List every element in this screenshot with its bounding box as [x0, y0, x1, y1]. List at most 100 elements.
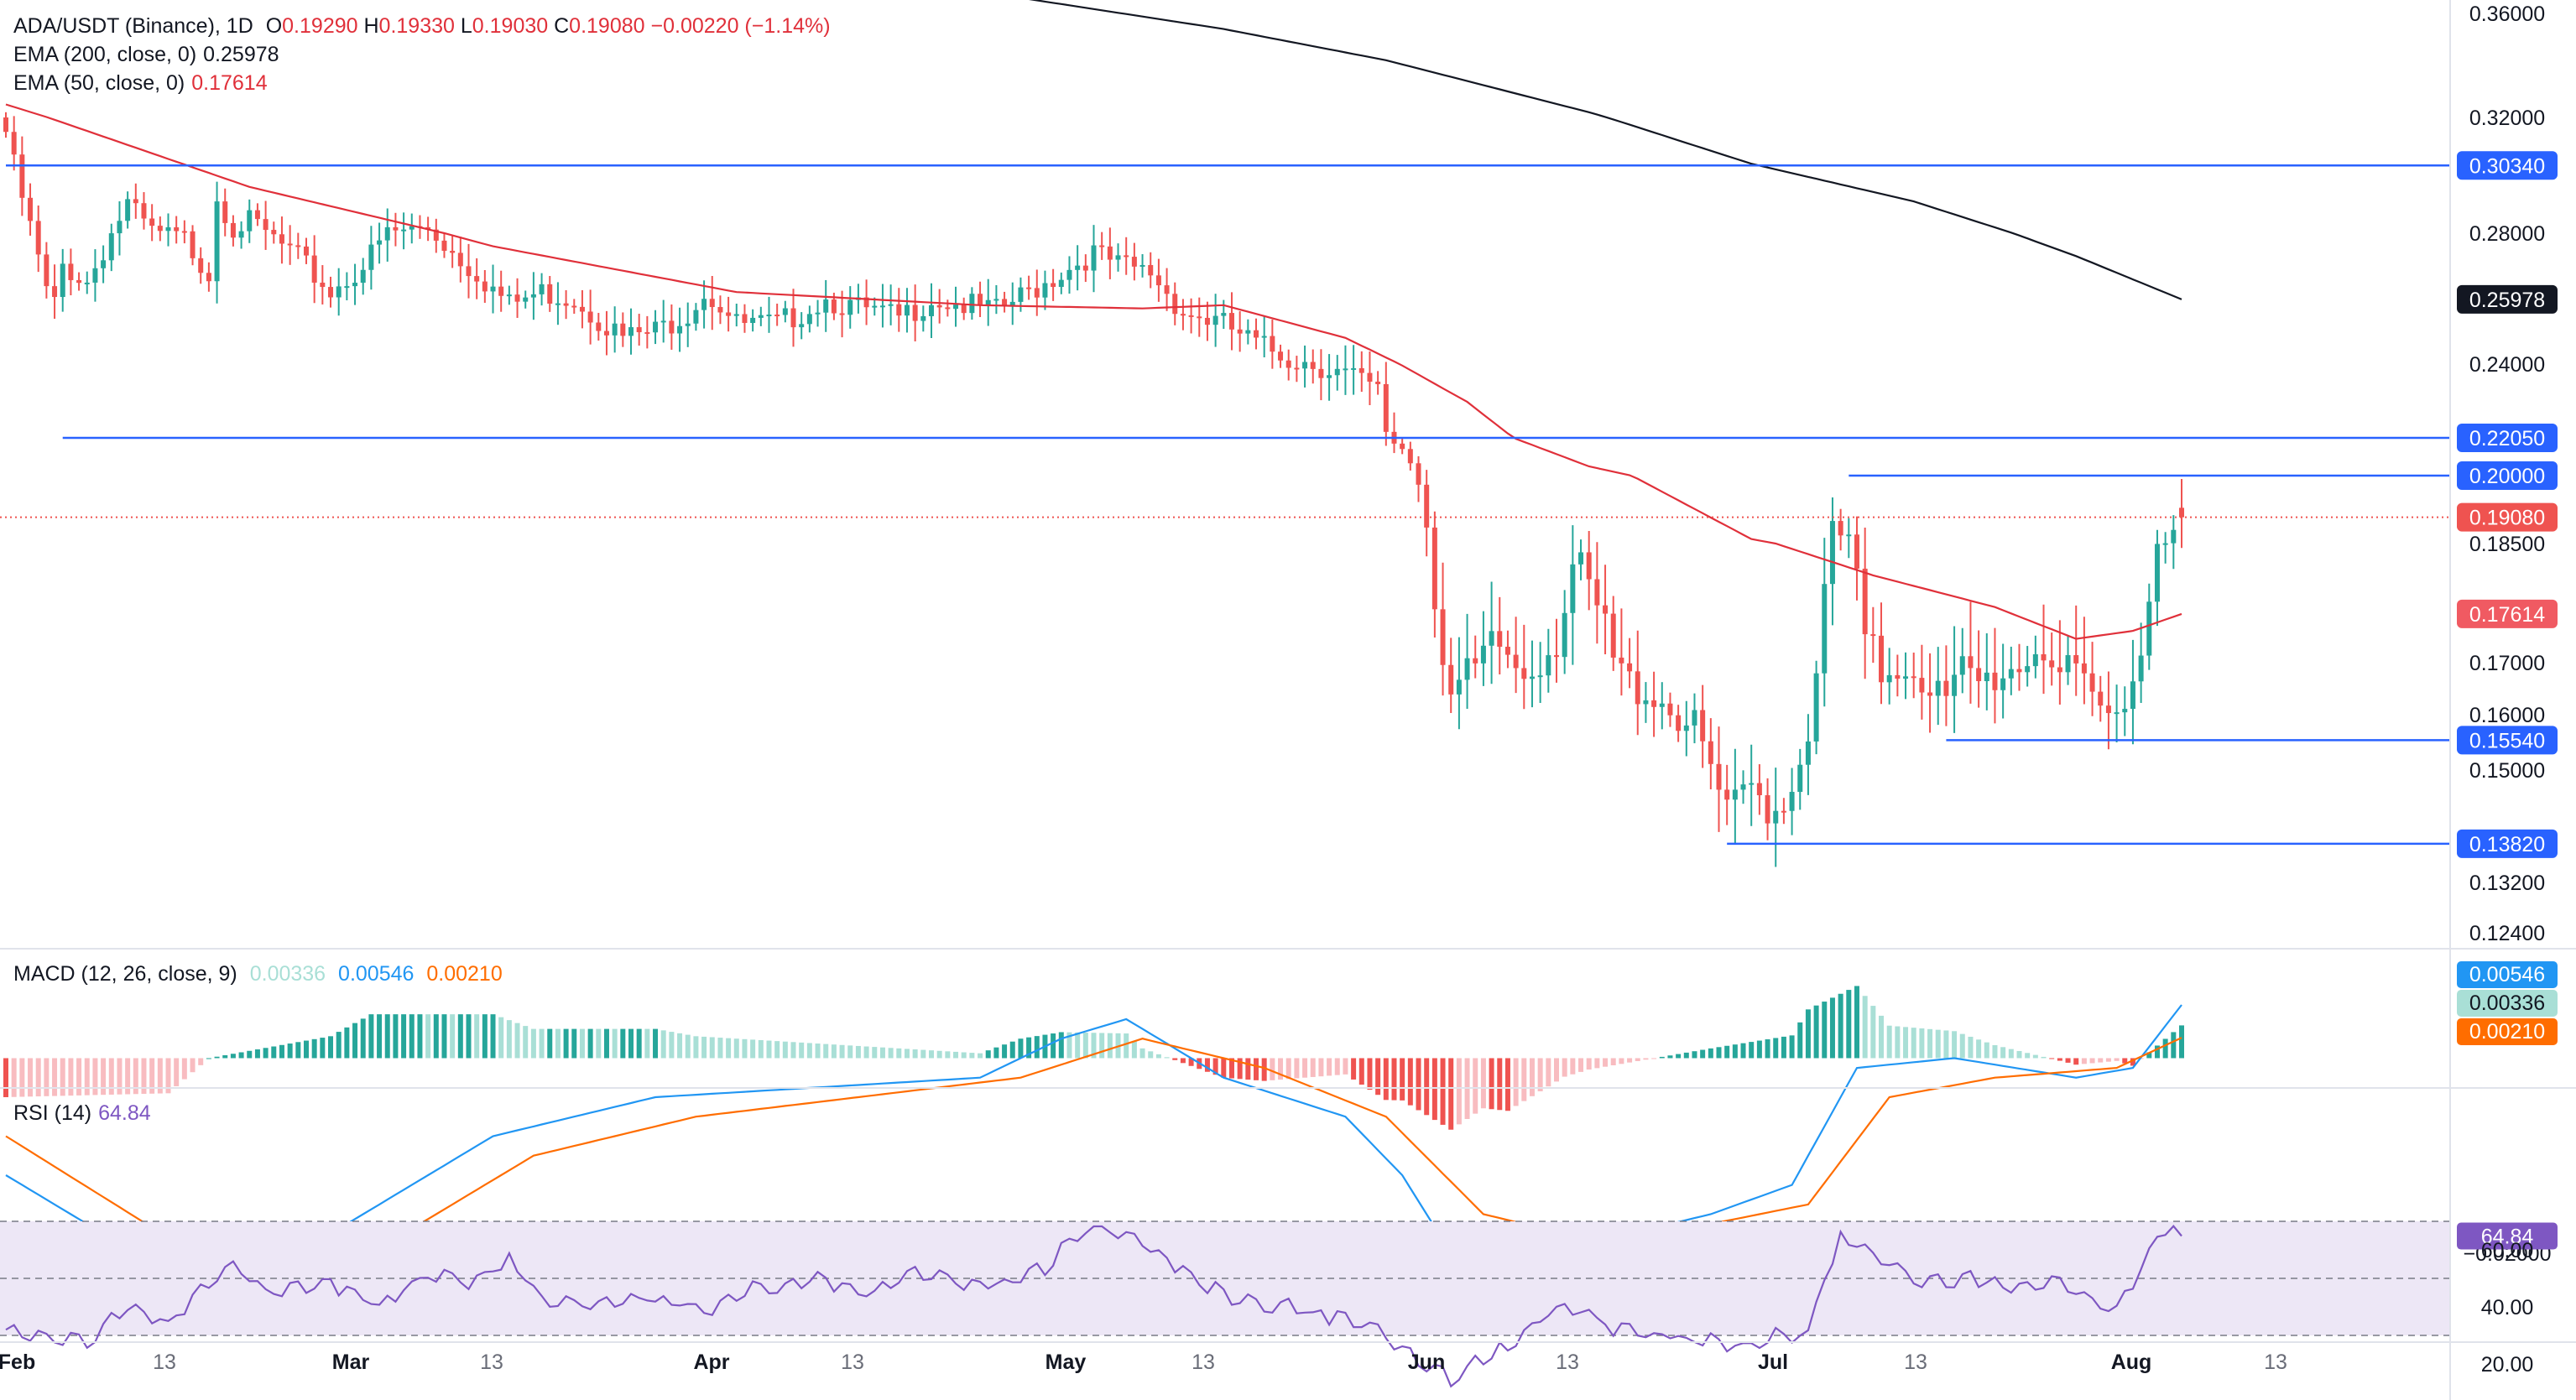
macd-histogram-bar [474, 1014, 480, 1059]
macd-histogram-bar [1911, 1028, 1916, 1059]
candle-body [1635, 671, 1640, 705]
macd-histogram-bar [222, 1054, 228, 1059]
candle-body [1278, 351, 1284, 361]
macd-histogram-bar [978, 1053, 983, 1059]
macd-histogram-bar [303, 1040, 309, 1059]
candle-body [328, 287, 334, 298]
candle-body [612, 323, 618, 336]
candle-body [2000, 678, 2006, 690]
macd-histogram-bar [1570, 1058, 1576, 1075]
candle-body [60, 263, 65, 298]
candle-body [2016, 669, 2022, 673]
candle-body [2073, 655, 2079, 664]
macd-histogram-bar [782, 1041, 788, 1059]
candle-body [831, 299, 837, 314]
macd-hist-value: 0.00336 [249, 962, 326, 986]
macd-histogram-bar [441, 1014, 447, 1059]
macd-badge [2457, 961, 2558, 988]
macd-histogram-bar [733, 1038, 739, 1059]
macd-histogram-bar [1862, 996, 1868, 1059]
candle-body [1212, 315, 1218, 325]
candle-body [28, 197, 34, 221]
candle-body [1846, 534, 1852, 537]
macd-histogram-bar [328, 1036, 334, 1059]
price-axis-tick: 0.15000 [2469, 759, 2545, 783]
ohlc-high: 0.19330 [378, 14, 455, 38]
macd-histogram-bar [1285, 1058, 1291, 1080]
macd-histogram-bar [506, 1020, 512, 1059]
candle-body [993, 299, 999, 301]
candle-body [717, 307, 723, 313]
candle-body [1692, 710, 1697, 726]
candle-body [230, 222, 236, 238]
ema200-line [1029, 0, 2182, 300]
macd-histogram-bar [1228, 1058, 1234, 1079]
candle-body [2114, 712, 2120, 715]
ema50-legend[interactable]: EMA (50, close, 0) 0.17614 [13, 69, 268, 97]
candle-body [1521, 668, 1527, 679]
macd-histogram-bar [660, 1030, 666, 1059]
candle-body [1935, 680, 1941, 696]
candle-body [1066, 269, 1072, 280]
macd-histogram-bar [1724, 1045, 1730, 1059]
candle-body [1886, 674, 1892, 683]
candle-body [863, 297, 869, 308]
macd-histogram-bar [1578, 1058, 1584, 1072]
ohlc-open-label: O [265, 14, 283, 38]
macd-histogram-bar [238, 1052, 244, 1059]
macd-histogram-bar [1797, 1022, 1803, 1059]
macd-histogram-bar [44, 1058, 50, 1096]
macd-histogram-bar [344, 1027, 350, 1059]
macd-histogram-bar [1440, 1058, 1446, 1125]
pane-separator-macd[interactable] [0, 948, 2576, 950]
macd-histogram-bar [1082, 1033, 1088, 1059]
macd-histogram-bar [1431, 1058, 1437, 1121]
candle-body [457, 252, 463, 267]
candle-body [961, 304, 967, 314]
candle-body [628, 327, 634, 336]
candle-body [377, 240, 383, 245]
macd-histogram-bar [936, 1050, 942, 1059]
candle-body [978, 294, 983, 305]
rsi-badge [2457, 1222, 2558, 1250]
macd-histogram-bar [1489, 1058, 1494, 1110]
level-badge [2457, 424, 2558, 452]
macd-histogram-bar [1270, 1058, 1275, 1080]
pane-separator-rsi[interactable] [0, 1087, 2576, 1089]
macd-histogram-bar [1407, 1058, 1413, 1106]
macd-histogram-bar [125, 1058, 131, 1095]
macd-legend[interactable]: MACD (12, 26, close, 9) 0.00336 0.00546 … [13, 960, 503, 988]
macd-histogram-bar [1051, 1033, 1056, 1059]
candle-body [1448, 664, 1454, 695]
price-axis-tick: 0.18500 [2469, 533, 2545, 556]
macd-histogram-bar [1155, 1054, 1161, 1059]
macd-histogram-bar [1254, 1058, 1259, 1080]
macd-histogram-bar [514, 1023, 520, 1059]
macd-histogram-bar [839, 1044, 845, 1059]
candle-body [1643, 700, 1649, 705]
candle-body [174, 226, 180, 232]
candle-body [839, 313, 845, 315]
candle-body [433, 229, 439, 241]
candle-body [1148, 264, 1154, 276]
macd-histogram-bar [685, 1034, 691, 1059]
macd-histogram-bar [1278, 1058, 1284, 1080]
macd-histogram-bar [409, 1014, 415, 1059]
rsi-legend[interactable]: RSI (14) 64.84 [13, 1099, 151, 1127]
rsi-axis-tick: 40.00 [2481, 1296, 2534, 1319]
candle-body [1416, 463, 1421, 485]
ema200-legend[interactable]: EMA (200, close, 0) 0.25978 [13, 40, 279, 69]
ema50-label: EMA (50, close, 0) [13, 71, 185, 95]
macd-histogram-bar [1009, 1041, 1015, 1059]
macd-histogram-bar [1992, 1044, 1998, 1059]
candle-body [1927, 692, 1933, 696]
macd-histogram-bar [1813, 1005, 1819, 1059]
candle-body [1968, 656, 1974, 669]
candle-body [1009, 301, 1015, 306]
macd-histogram-bar [1091, 1033, 1097, 1059]
candle-body [1659, 703, 1665, 707]
candle-body [1473, 658, 1478, 664]
macd-histogram-bar [1204, 1058, 1210, 1072]
macd-histogram-bar [766, 1040, 772, 1059]
